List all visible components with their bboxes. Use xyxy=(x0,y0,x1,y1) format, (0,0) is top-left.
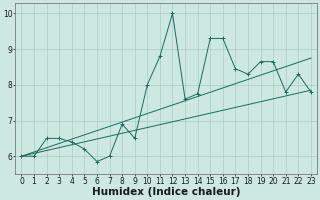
X-axis label: Humidex (Indice chaleur): Humidex (Indice chaleur) xyxy=(92,187,240,197)
